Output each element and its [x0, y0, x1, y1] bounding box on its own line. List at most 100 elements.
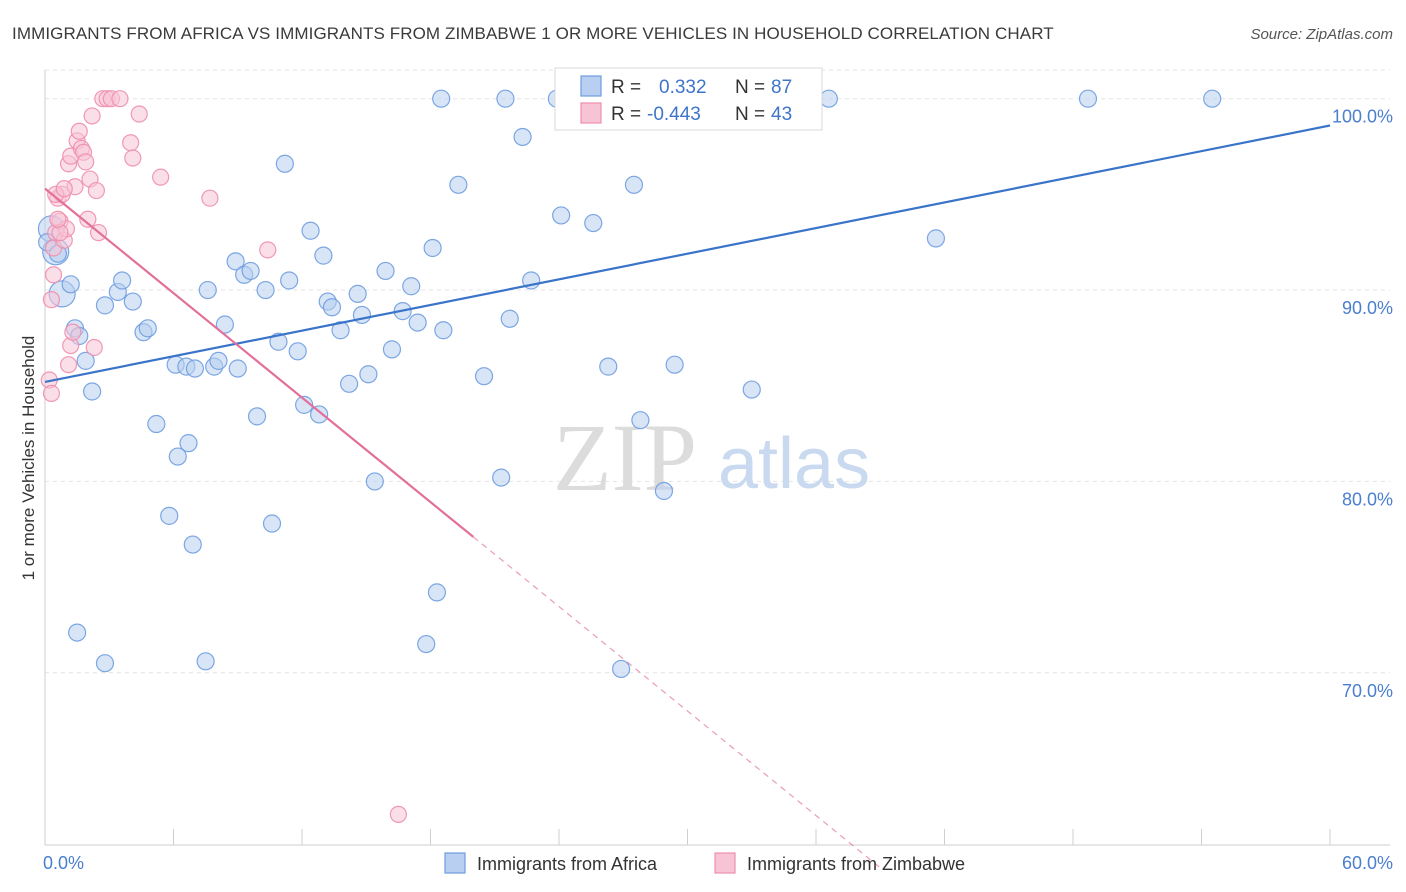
africa-point-31 [275, 154, 294, 173]
africa-point-52 [423, 238, 442, 258]
africa-point-63 [599, 357, 618, 376]
africa-point-3 [61, 275, 80, 294]
trend-lines [44, 124, 1331, 869]
y-tick-label-80: 80.0% [1342, 489, 1393, 509]
africa-point-18 [183, 535, 202, 554]
zimbabwe-point-31 [122, 134, 140, 152]
watermark-zip: ZIP [553, 404, 697, 511]
africa-point-32 [280, 271, 299, 290]
grid-lines [45, 69, 1390, 674]
legend-swatch-africa [580, 75, 602, 97]
africa-point-24 [226, 252, 245, 271]
africa-point-27 [247, 407, 267, 426]
y-tick-labels: 70.0% 80.0% 90.0% 100.0% [1332, 107, 1393, 701]
zimbabwe-trend-extension [472, 536, 881, 869]
africa-point-40 [331, 321, 350, 340]
africa-point-30 [269, 332, 288, 351]
zimbabwe-point-20 [77, 153, 95, 171]
africa-point-22 [209, 351, 228, 370]
zimbabwe-point-14 [64, 323, 82, 341]
legend-n-value-africa: 87 [771, 77, 792, 98]
africa-point-23 [215, 315, 234, 334]
africa-point-68 [665, 355, 684, 374]
stats-legend: R = 0.332 N = 87 R = -0.443 N = 43 [554, 67, 823, 131]
africa-point-61 [552, 206, 571, 225]
africa-point-37 [314, 246, 333, 265]
series-legend-swatch-africa [444, 852, 466, 874]
africa-point-69 [742, 380, 761, 399]
y-tick-label-100: 100.0% [1332, 107, 1393, 127]
africa-point-54 [434, 321, 453, 340]
africa-point-55 [449, 175, 468, 194]
africa-point-6 [76, 351, 95, 370]
chart-source: Source: ZipAtlas.com [1250, 26, 1393, 43]
axes [44, 70, 1390, 846]
zimbabwe-point-34 [152, 168, 170, 186]
watermark: ZIP atlas [553, 404, 870, 511]
africa-point-57 [492, 468, 511, 487]
zimbabwe-point-1 [42, 384, 61, 402]
africa-point-39 [322, 298, 342, 317]
zimbabwe-point-21 [79, 210, 97, 228]
africa-point-14 [147, 414, 166, 434]
legend-r-label-zimbabwe: R = [611, 104, 641, 125]
africa-point-26 [241, 261, 260, 281]
africa-point-8 [95, 296, 115, 315]
africa-point-84 [228, 359, 247, 378]
zimbabwe-point-33 [130, 105, 148, 123]
y-tick-label-70: 70.0% [1342, 681, 1393, 701]
africa-point-29 [262, 514, 282, 533]
africa-point-46 [376, 261, 395, 281]
africa-point-35 [301, 221, 320, 240]
africa-point-79 [68, 623, 87, 642]
zimbabwe-points [40, 90, 407, 823]
africa-point-81 [168, 447, 187, 466]
africa-point-15 [160, 506, 179, 525]
zimbabwe-point-30 [111, 90, 129, 108]
zimbabwe-point-41 [59, 356, 78, 374]
zimbabwe-point-17 [70, 122, 88, 140]
legend-r-label-africa: R = [611, 77, 641, 98]
africa-point-75 [496, 89, 515, 108]
africa-point-62 [584, 213, 603, 233]
zimbabwe-point-3 [44, 266, 63, 284]
africa-point-83 [196, 652, 215, 671]
zimbabwe-point-37 [389, 805, 407, 823]
zimbabwe-point-2 [42, 291, 61, 309]
series-legend-label-africa: Immigrants from Africa [477, 854, 658, 874]
africa-point-10 [112, 271, 132, 290]
africa-point-58 [500, 309, 519, 328]
africa-point-80 [95, 654, 115, 673]
series-legend-label-zimbabwe: Immigrants from Zimbabwe [747, 854, 965, 874]
zimbabwe-point-35 [201, 189, 219, 207]
x-tick-label-max: 60.0% [1342, 853, 1393, 873]
africa-point-53 [427, 583, 447, 602]
y-tick-label-90: 90.0% [1342, 298, 1393, 318]
africa-point-45 [365, 472, 384, 491]
africa-point-28 [256, 280, 275, 300]
zimbabwe-point-42 [49, 210, 67, 228]
legend-swatch-zimbabwe [580, 102, 602, 124]
zimbabwe-trend-line [44, 187, 475, 538]
africa-point-49 [402, 277, 421, 296]
x-tick-label-min: 0.0% [43, 853, 84, 873]
africa-point-41 [340, 374, 359, 393]
africa-point-67 [654, 481, 674, 501]
africa-point-50 [408, 313, 427, 332]
africa-points [37, 89, 1222, 679]
series-legend: Immigrants from Africa Immigrants from Z… [444, 852, 965, 874]
zimbabwe-point-25 [87, 181, 106, 200]
legend-n-label-zimbabwe: N = [735, 104, 765, 125]
africa-point-71 [926, 229, 946, 248]
africa-point-66 [631, 411, 650, 430]
africa-point-51 [417, 634, 436, 654]
legend-r-value-zimbabwe: -0.443 [647, 104, 701, 125]
africa-point-74 [432, 89, 451, 108]
zimbabwe-point-40 [55, 180, 73, 198]
series-legend-swatch-zimbabwe [714, 852, 736, 874]
legend-r-value-africa: 0.332 [659, 77, 707, 98]
zimbabwe-point-23 [83, 107, 101, 125]
africa-point-59 [513, 127, 532, 147]
africa-point-7 [83, 382, 102, 401]
